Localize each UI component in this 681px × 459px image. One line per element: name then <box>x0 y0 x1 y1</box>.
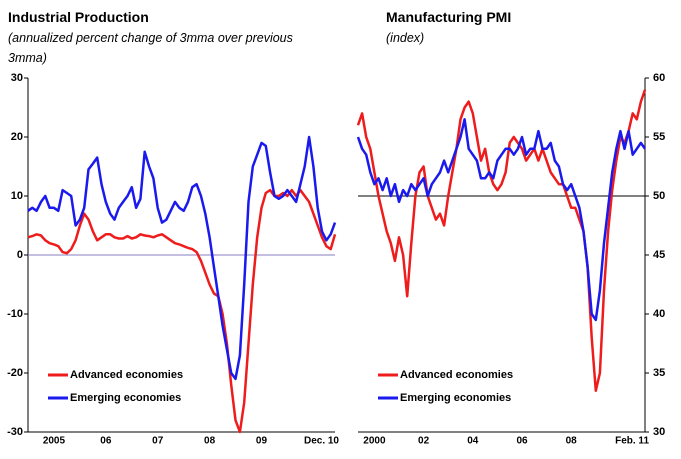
chart-title: Manufacturing PMI <box>386 9 512 25</box>
x-tick-label: 2005 <box>43 436 66 447</box>
y-tick-label: 40 <box>653 308 665 320</box>
y-tick-label: -20 <box>7 367 23 379</box>
x-tick-label: 06 <box>100 436 112 447</box>
y-tick-label: 45 <box>653 249 665 261</box>
y-tick-label: 55 <box>653 131 665 143</box>
y-tick-label: 0 <box>17 249 23 261</box>
chart-subtitle: (index) <box>386 31 425 45</box>
y-tick-label: -10 <box>7 308 23 320</box>
x-tick-label: 02 <box>418 436 430 447</box>
x-tick-label: Feb. 11 <box>615 436 649 447</box>
x-tick-label: 08 <box>566 436 578 447</box>
y-tick-label: 50 <box>653 190 665 202</box>
y-tick-label: 30 <box>653 426 665 438</box>
y-tick-label: 35 <box>653 367 665 379</box>
chart-title: Industrial Production <box>8 9 149 25</box>
y-tick-label: 10 <box>11 190 23 202</box>
data-line <box>356 89 647 392</box>
x-tick-label: 06 <box>516 436 528 447</box>
legend-label: Advanced economies <box>70 369 183 381</box>
y-tick-label: -30 <box>7 426 23 438</box>
x-tick-label: 2000 <box>363 436 386 447</box>
x-tick-label: 08 <box>204 436 216 447</box>
legend-label: Advanced economies <box>400 369 513 381</box>
x-tick-label: 07 <box>152 436 164 447</box>
x-tick-label: 04 <box>467 436 479 447</box>
y-tick-label: 60 <box>653 72 665 84</box>
legend-label: Emerging economies <box>70 392 181 404</box>
x-tick-label: 09 <box>256 436 268 447</box>
y-tick-label: 20 <box>11 131 23 143</box>
y-tick-label: 30 <box>11 72 23 84</box>
x-tick-label: Dec. 10 <box>304 436 339 447</box>
data-line <box>27 135 337 381</box>
chart-subtitle: (annualized percent change of 3mma over … <box>8 31 293 65</box>
legend-label: Emerging economies <box>400 392 511 404</box>
data-line <box>356 118 647 322</box>
